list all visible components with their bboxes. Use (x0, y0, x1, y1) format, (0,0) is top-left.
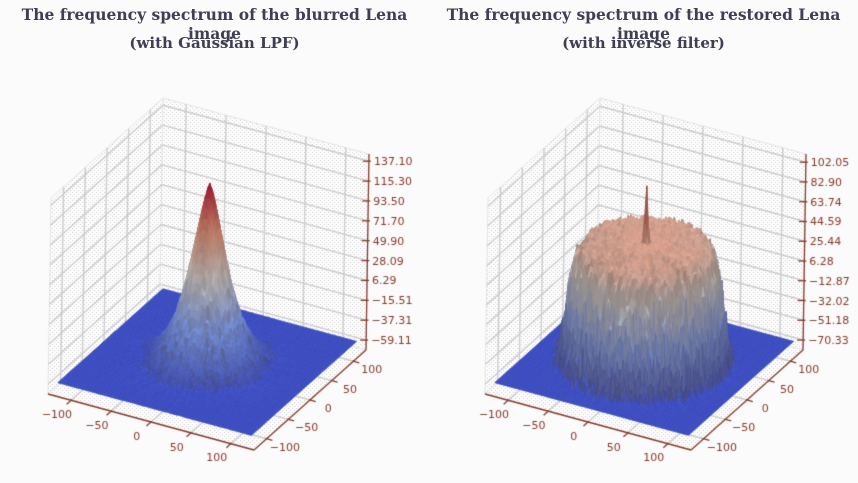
surface-plot-restored (429, 0, 858, 483)
surface-plot-blurred (0, 0, 429, 483)
panel-restored-spectrum: The frequency spectrum of the restored L… (429, 0, 858, 483)
panel-blurred-spectrum: The frequency spectrum of the blurred Le… (0, 0, 429, 483)
